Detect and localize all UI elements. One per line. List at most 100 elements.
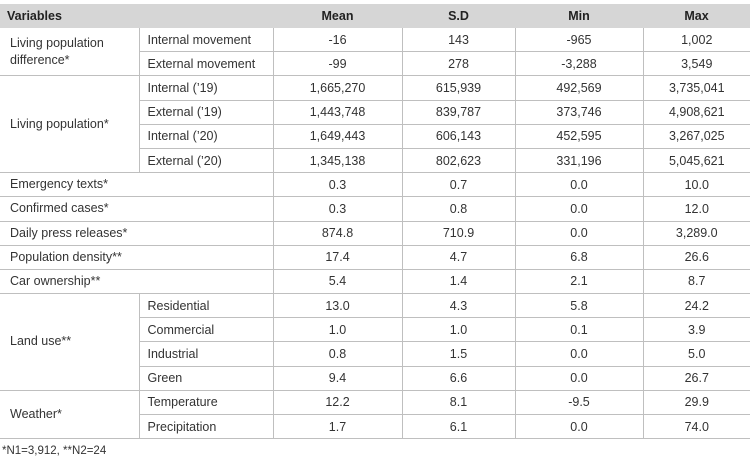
table-row: Car ownership** 5.4 1.4 2.1 8.7 xyxy=(0,269,750,295)
max-cell: 26.6 xyxy=(643,245,750,270)
sub-label: Residential xyxy=(139,293,274,319)
mean-cell: 9.4 xyxy=(273,366,403,391)
mean-cell: -99 xyxy=(273,51,403,77)
min-cell: 331,196 xyxy=(515,148,644,174)
max-cell: 3,289.0 xyxy=(643,221,750,246)
mean-cell: 17.4 xyxy=(273,245,403,270)
table-row: External movement -99 278 -3,288 3,549 xyxy=(0,51,750,77)
sd-cell: 1.0 xyxy=(402,317,516,343)
sd-cell: 1.5 xyxy=(402,341,516,367)
sd-cell: 4.7 xyxy=(402,245,516,270)
sub-label: Internal (’20) xyxy=(139,124,274,149)
mean-cell: 12.2 xyxy=(273,390,403,416)
group-label: Confirmed cases* xyxy=(0,196,274,222)
sd-cell: 1.4 xyxy=(402,269,516,295)
group-label: Daily press releases* xyxy=(0,221,274,246)
min-cell: 0.0 xyxy=(515,414,644,440)
max-cell: 5.0 xyxy=(643,341,750,367)
max-cell: 26.7 xyxy=(643,366,750,391)
group-label: Emergency texts* xyxy=(0,172,274,198)
mean-cell: 1,443,748 xyxy=(273,100,403,125)
sd-cell: 615,939 xyxy=(402,75,516,101)
table-row: Weather* Temperature 12.2 8.1 -9.5 29.9 xyxy=(0,390,750,440)
min-cell: 5.8 xyxy=(515,293,644,319)
sd-cell: 802,623 xyxy=(402,148,516,174)
sub-label: External movement xyxy=(139,51,274,77)
sd-cell: 839,787 xyxy=(402,100,516,125)
min-cell: -3,288 xyxy=(515,51,644,77)
table-row: Population density** 17.4 4.7 6.8 26.6 xyxy=(0,245,750,270)
mean-cell: 13.0 xyxy=(273,293,403,319)
mean-cell: 1,649,443 xyxy=(273,124,403,149)
group-label: Living population* xyxy=(0,75,140,174)
min-cell: 492,569 xyxy=(515,75,644,101)
table-row: Daily press releases* 874.8 710.9 0.0 3,… xyxy=(0,221,750,246)
sub-label: Industrial xyxy=(139,341,274,367)
sub-label: External (’20) xyxy=(139,148,274,174)
min-cell: 0.0 xyxy=(515,196,644,222)
sub-label: Temperature xyxy=(139,390,274,416)
max-cell: 3,735,041 xyxy=(643,75,750,101)
max-cell: 3,549 xyxy=(643,51,750,77)
table-row: Living population difference* Internal m… xyxy=(0,28,750,77)
sd-cell: 4.3 xyxy=(402,293,516,319)
table-row: Confirmed cases* 0.3 0.8 0.0 12.0 xyxy=(0,196,750,222)
descriptive-statistics-table: Variables Mean S.D Min Max Living popula… xyxy=(0,4,750,440)
header-mean: Mean xyxy=(273,4,402,28)
sub-label: Internal (’19) xyxy=(139,75,274,101)
group-label: Living population difference* xyxy=(0,28,140,77)
group-label: Land use** xyxy=(0,293,140,391)
group-label: Car ownership** xyxy=(0,269,274,295)
table-row: Living population* Internal (’19) 1,665,… xyxy=(0,75,750,174)
sd-cell: 6.1 xyxy=(402,414,516,440)
min-cell: -9.5 xyxy=(515,390,644,416)
table-row: Commercial 1.0 1.0 0.1 3.9 xyxy=(0,317,750,343)
table-row: Internal (’20) 1,649,443 606,143 452,595… xyxy=(0,124,750,149)
mean-cell: 1,345,138 xyxy=(273,148,403,174)
max-cell: 8.7 xyxy=(643,269,750,295)
mean-cell: 0.8 xyxy=(273,341,403,367)
sd-cell: 0.8 xyxy=(402,196,516,222)
mean-cell: 1.0 xyxy=(273,317,403,343)
header-max: Max xyxy=(643,4,750,28)
group-label: Population density** xyxy=(0,245,274,270)
header-sd: S.D xyxy=(402,4,515,28)
mean-cell: 1,665,270 xyxy=(273,75,403,101)
header-min: Min xyxy=(515,4,643,28)
max-cell: 1,002 xyxy=(643,28,750,53)
min-cell: 0.0 xyxy=(515,366,644,391)
sub-label: External (’19) xyxy=(139,100,274,125)
max-cell: 5,045,621 xyxy=(643,148,750,174)
sd-cell: 8.1 xyxy=(402,390,516,416)
min-cell: 6.8 xyxy=(515,245,644,270)
sd-cell: 278 xyxy=(402,51,516,77)
table-row: Industrial 0.8 1.5 0.0 5.0 xyxy=(0,341,750,367)
min-cell: 452,595 xyxy=(515,124,644,149)
mean-cell: 0.3 xyxy=(273,196,403,222)
min-cell: 0.0 xyxy=(515,221,644,246)
max-cell: 24.2 xyxy=(643,293,750,319)
mean-cell: 0.3 xyxy=(273,172,403,198)
mean-cell: -16 xyxy=(273,28,403,53)
table-row: Precipitation 1.7 6.1 0.0 74.0 xyxy=(0,414,750,440)
mean-cell: 1.7 xyxy=(273,414,403,440)
table-footnote: *N1=3,912, **N2=24 xyxy=(2,445,107,457)
sd-cell: 143 xyxy=(402,28,516,53)
group-label: Weather* xyxy=(0,390,140,440)
sub-label: Green xyxy=(139,366,274,391)
sd-cell: 6.6 xyxy=(402,366,516,391)
table-row: External (’20) 1,345,138 802,623 331,196… xyxy=(0,148,750,174)
max-cell: 10.0 xyxy=(643,172,750,198)
table-row: Green 9.4 6.6 0.0 26.7 xyxy=(0,366,750,391)
min-cell: 0.0 xyxy=(515,341,644,367)
mean-cell: 874.8 xyxy=(273,221,403,246)
min-cell: 0.0 xyxy=(515,172,644,198)
sd-cell: 606,143 xyxy=(402,124,516,149)
min-cell: 373,746 xyxy=(515,100,644,125)
max-cell: 3,267,025 xyxy=(643,124,750,149)
max-cell: 74.0 xyxy=(643,414,750,440)
sd-cell: 710.9 xyxy=(402,221,516,246)
table-row: Land use** Residential 13.0 4.3 5.8 24.2 xyxy=(0,293,750,391)
max-cell: 3.9 xyxy=(643,317,750,343)
